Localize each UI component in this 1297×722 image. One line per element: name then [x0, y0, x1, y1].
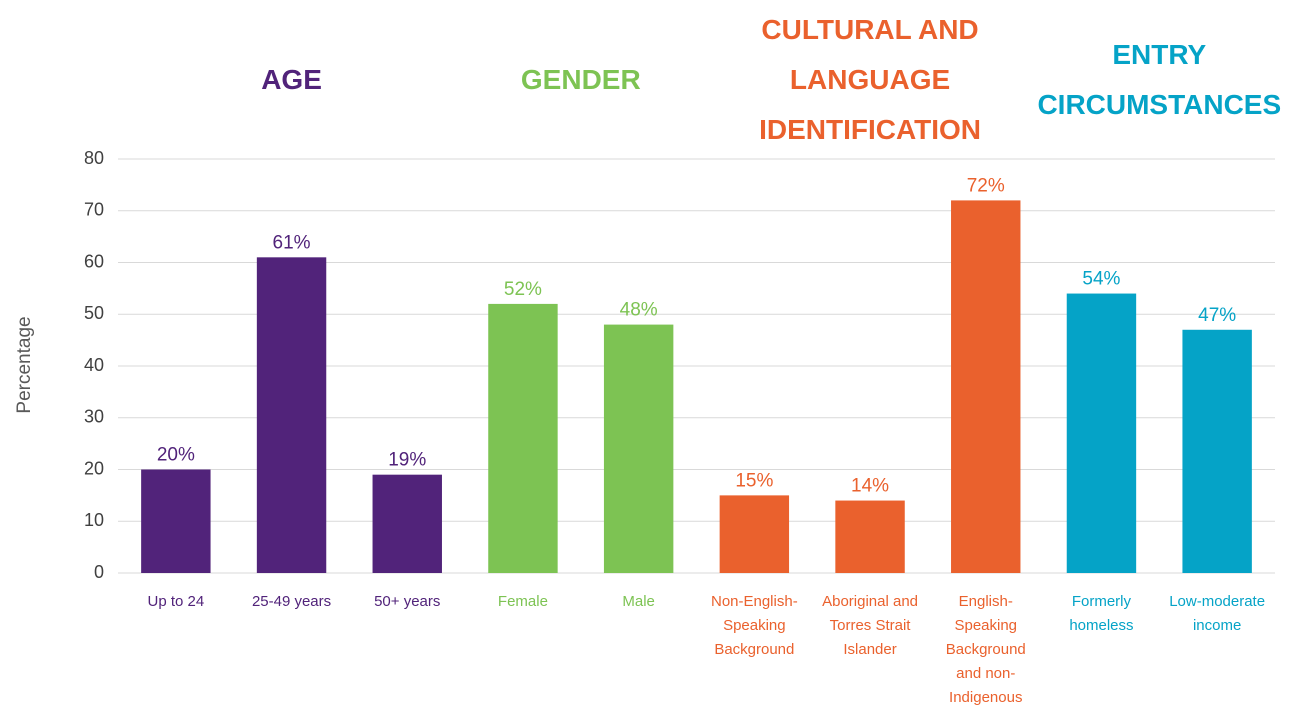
- bar: [256, 257, 327, 573]
- x-tick-label: Up to 24: [147, 593, 205, 610]
- x-tick-label: English-Speaking Background and non-Indi…: [945, 593, 1026, 706]
- bar: [141, 469, 211, 573]
- bar: [1066, 293, 1137, 573]
- bar: [951, 200, 1021, 573]
- bar: [603, 324, 674, 573]
- y-tick-label: 70: [84, 200, 104, 220]
- bar: [1182, 329, 1252, 573]
- x-tick-label: Low-moderate income: [1169, 593, 1266, 634]
- x-tick-label: Formerly homeless: [1069, 593, 1134, 634]
- y-tick-label: 80: [84, 148, 104, 168]
- y-tick-label: 0: [94, 562, 104, 582]
- value-label: 48%: [620, 300, 658, 321]
- x-tick-label: 50+ years: [374, 593, 441, 610]
- y-tick-label: 10: [84, 510, 104, 530]
- y-tick-label: 40: [84, 355, 104, 375]
- x-tick-label: 25-49 years: [251, 593, 332, 610]
- x-tick-label: Male: [622, 593, 655, 610]
- value-label: 47%: [1198, 305, 1236, 326]
- y-tick-label: 60: [84, 251, 104, 271]
- value-label: 72%: [967, 175, 1005, 196]
- value-label: 54%: [1082, 269, 1120, 290]
- group-header: ENTRY CIRCUMSTANCES: [1037, 39, 1282, 120]
- group-header: CULTURAL AND LANGUAGE IDENTIFICATION: [759, 14, 981, 145]
- x-tick-label: Non-English-Speaking Background: [710, 593, 798, 658]
- x-tick-label: Female: [497, 593, 548, 610]
- bar: [488, 303, 558, 573]
- bar: [835, 500, 905, 573]
- y-tick-label: 30: [84, 407, 104, 427]
- y-tick-label: 50: [84, 303, 104, 323]
- bar: [372, 474, 442, 573]
- value-label: 20%: [157, 445, 195, 466]
- value-label: 61%: [273, 232, 311, 253]
- value-label: 14%: [851, 476, 889, 497]
- x-tick-label: Aboriginal and Torres Strait Islander: [822, 593, 918, 658]
- value-label: 52%: [504, 279, 542, 300]
- y-axis-title: Percentage: [14, 316, 35, 413]
- value-label: 19%: [388, 450, 426, 471]
- group-header: AGE: [261, 64, 322, 95]
- group-header: GENDER: [520, 64, 641, 95]
- value-label: 15%: [735, 470, 773, 491]
- bar: [719, 495, 790, 573]
- y-tick-label: 20: [84, 458, 104, 478]
